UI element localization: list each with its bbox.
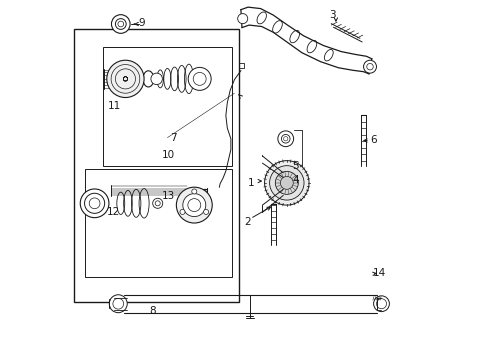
Circle shape: [275, 171, 298, 194]
Circle shape: [176, 187, 212, 223]
Bar: [102, 47, 231, 166]
Ellipse shape: [257, 12, 266, 24]
Text: 4: 4: [292, 175, 298, 185]
Circle shape: [109, 295, 127, 313]
Ellipse shape: [272, 21, 282, 33]
Circle shape: [151, 73, 162, 85]
Circle shape: [237, 14, 247, 24]
Circle shape: [269, 166, 304, 200]
Circle shape: [152, 198, 163, 208]
Circle shape: [80, 189, 109, 218]
Circle shape: [280, 176, 293, 189]
Text: 6: 6: [370, 135, 377, 145]
Circle shape: [111, 15, 130, 33]
Circle shape: [264, 161, 308, 205]
Text: 1: 1: [247, 178, 253, 188]
Circle shape: [363, 60, 376, 73]
Text: 8: 8: [149, 306, 156, 316]
Text: 7: 7: [169, 133, 176, 143]
Circle shape: [277, 131, 293, 147]
Bar: [238, 63, 244, 68]
Circle shape: [373, 296, 388, 312]
Circle shape: [106, 60, 144, 98]
Bar: [74, 30, 239, 302]
Text: 9: 9: [139, 18, 145, 28]
Ellipse shape: [324, 49, 332, 61]
Text: 12: 12: [106, 207, 120, 217]
Text: 3: 3: [328, 10, 335, 20]
Text: 10: 10: [162, 150, 175, 160]
Text: 11: 11: [107, 102, 121, 112]
Circle shape: [188, 67, 211, 90]
Circle shape: [183, 194, 205, 217]
Circle shape: [180, 210, 184, 215]
Text: 13: 13: [162, 191, 175, 201]
Text: 2: 2: [244, 217, 251, 227]
Text: 5: 5: [292, 161, 298, 171]
Text: 14: 14: [372, 267, 386, 278]
Ellipse shape: [306, 40, 316, 53]
Circle shape: [191, 189, 196, 194]
Ellipse shape: [289, 30, 299, 43]
Circle shape: [203, 210, 208, 215]
Bar: [85, 169, 231, 277]
